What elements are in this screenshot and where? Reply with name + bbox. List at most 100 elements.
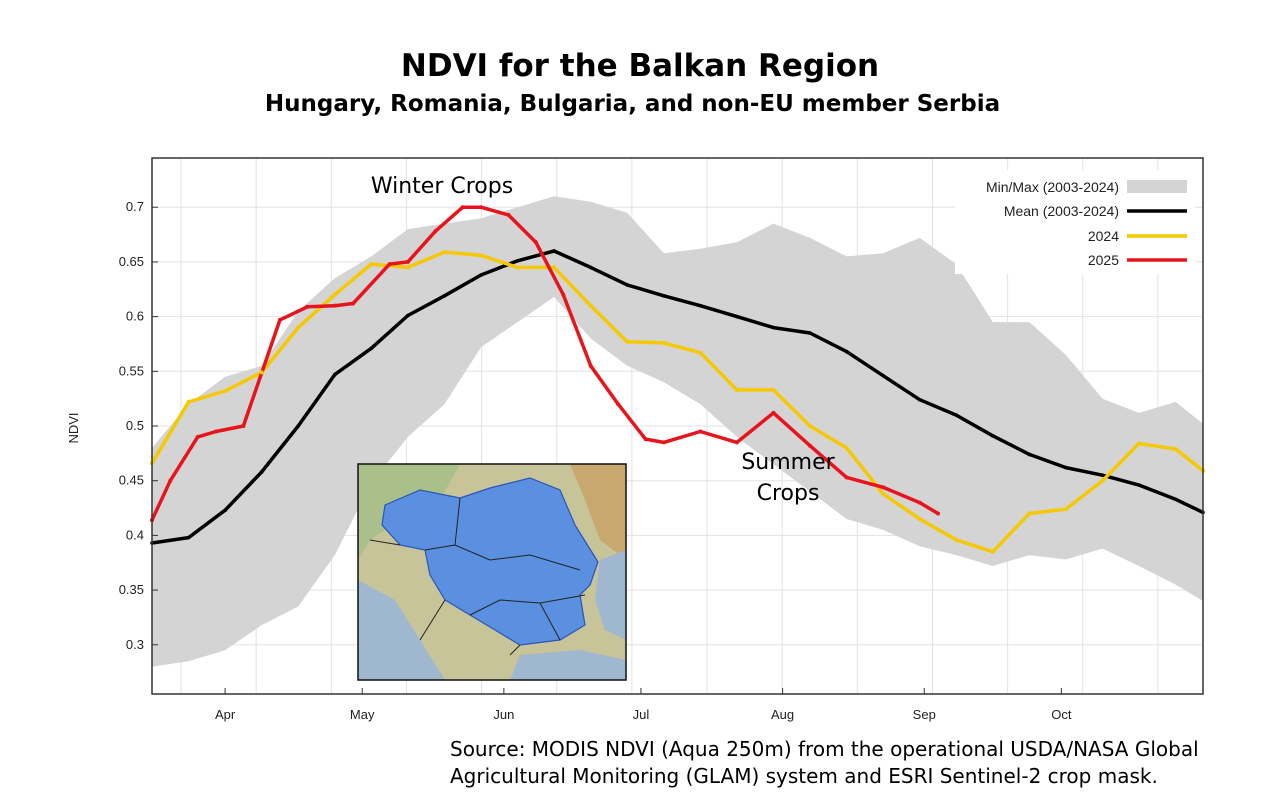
point-mean-28 [1173,497,1178,502]
chart-title: NDVI for the Balkan Region [400,48,880,84]
ytick-label-5: 0.55 [119,363,144,378]
point-2024-24 [1027,511,1032,516]
point-mean-3 [259,470,264,474]
point-mean-22 [954,413,959,417]
map-frame [357,463,627,681]
legend-label-band: Min/Max (2003-2024) [986,179,1119,195]
point-2024-12 [588,303,593,308]
point-mean-15 [698,303,703,308]
point-2024-1 [186,399,191,404]
source-line-1: Source: MODIS NDVI (Aqua 250m) from the … [450,737,1199,761]
line-2024 [150,250,1205,554]
ytick-label-7: 0.65 [119,254,144,269]
point-2024-25 [1063,507,1068,512]
point-2025-10 [405,259,410,264]
point-2024-10 [515,265,520,270]
point-2025-17 [588,363,593,368]
map-region-highlight [381,477,599,646]
point-2025-25 [844,475,849,480]
point-mean-16 [735,314,739,319]
point-mean-8 [442,294,447,298]
point-2025-26 [881,485,886,490]
point-2024-21 [917,516,922,521]
point-mean-6 [369,346,374,351]
xtick-label-2: Jun [493,707,514,722]
ytick-label-4: 0.5 [126,418,144,433]
annotation-summer-crops-line2: Crops [757,481,820,506]
point-2024-28 [1173,446,1178,451]
legend-label-2024: 2024 [1088,228,1119,244]
point-2024-16 [734,387,739,392]
mean-line [151,249,1204,545]
ytick-label-3: 0.45 [119,473,144,488]
ytick-label-8: 0.7 [126,199,144,214]
point-2024-3 [259,370,264,375]
y-axis-ticks: 0.3 0.35 0.4 0.45 0.5 0.55 0.6 0.65 0.7 [119,199,158,652]
point-2025-4 [241,424,246,428]
point-2024-9 [479,253,484,258]
point-mean-20 [881,373,885,378]
xtick-label-1: May [350,707,375,722]
point-2025-3 [213,429,218,434]
point-2025-18 [616,402,621,407]
point-2025-21 [698,429,703,434]
map-sea-black [595,550,626,640]
point-2024-14 [661,340,666,345]
point-mean-21 [917,397,922,402]
point-2025-28 [935,511,940,516]
point-2024-6 [369,262,374,267]
ytick-label-0: 0.3 [126,637,144,652]
ytick-label-2: 0.4 [126,527,144,542]
point-2024-4 [296,325,301,330]
point-mean-13 [625,283,630,287]
legend-label-mean: Mean (2003-2024) [1004,203,1119,219]
point-mean-12 [588,265,593,270]
point-2024-22 [954,537,959,542]
source-note: Source: MODIS NDVI (Aqua 250m) from the … [450,736,1240,790]
point-mean-26 [1100,473,1105,478]
point-mean-9 [479,273,483,277]
point-mean-25 [1064,465,1068,470]
point-mean-7 [406,313,410,318]
point-2024-7 [405,265,410,270]
point-2024-5 [332,292,337,297]
point-2024-20 [881,491,886,496]
ytick-label-1: 0.35 [119,582,144,597]
point-2025-8 [351,301,356,306]
legend-swatch-band [1127,180,1187,193]
point-mean-5 [332,372,337,377]
point-2025-22 [734,440,739,445]
point-mean-17 [771,325,776,330]
point-2025-12 [460,205,465,210]
point-2025-13 [479,205,484,210]
point-2025-9 [387,262,392,267]
point-2024-15 [698,350,703,355]
xtick-label-5: Sep [913,707,936,722]
point-2025-5 [277,317,282,322]
point-mean-27 [1137,483,1141,487]
point-mean-10 [515,259,520,263]
point-2024-2 [223,388,228,393]
point-2024-19 [844,445,849,450]
point-2025-23 [771,410,776,415]
annotation-summer-crops-line1: Summer [741,450,835,475]
point-2024-27 [1137,441,1142,446]
point-mean-4 [296,424,301,428]
ytick-label-6: 0.6 [126,309,144,324]
point-2025-15 [533,240,538,245]
point-2025-19 [643,437,648,442]
xtick-label-3: Jul [633,707,650,722]
map-sea-adriatic [358,580,445,680]
xtick-label-0: Apr [215,707,236,722]
point-mean-19 [844,349,849,354]
data-points [150,205,1205,554]
source-line-2: Agricultural Monitoring (GLAM) system an… [450,764,1158,788]
map-borders [369,497,586,656]
xtick-label-4: Aug [771,707,794,722]
inset-map [357,463,627,681]
point-mean-1 [186,535,191,540]
legend-label-2025: 2025 [1088,252,1119,268]
point-2025-16 [561,292,566,297]
chart-subtitle: Hungary, Romania, Bulgaria, and non-EU m… [264,91,1001,117]
point-2024-17 [771,387,776,392]
